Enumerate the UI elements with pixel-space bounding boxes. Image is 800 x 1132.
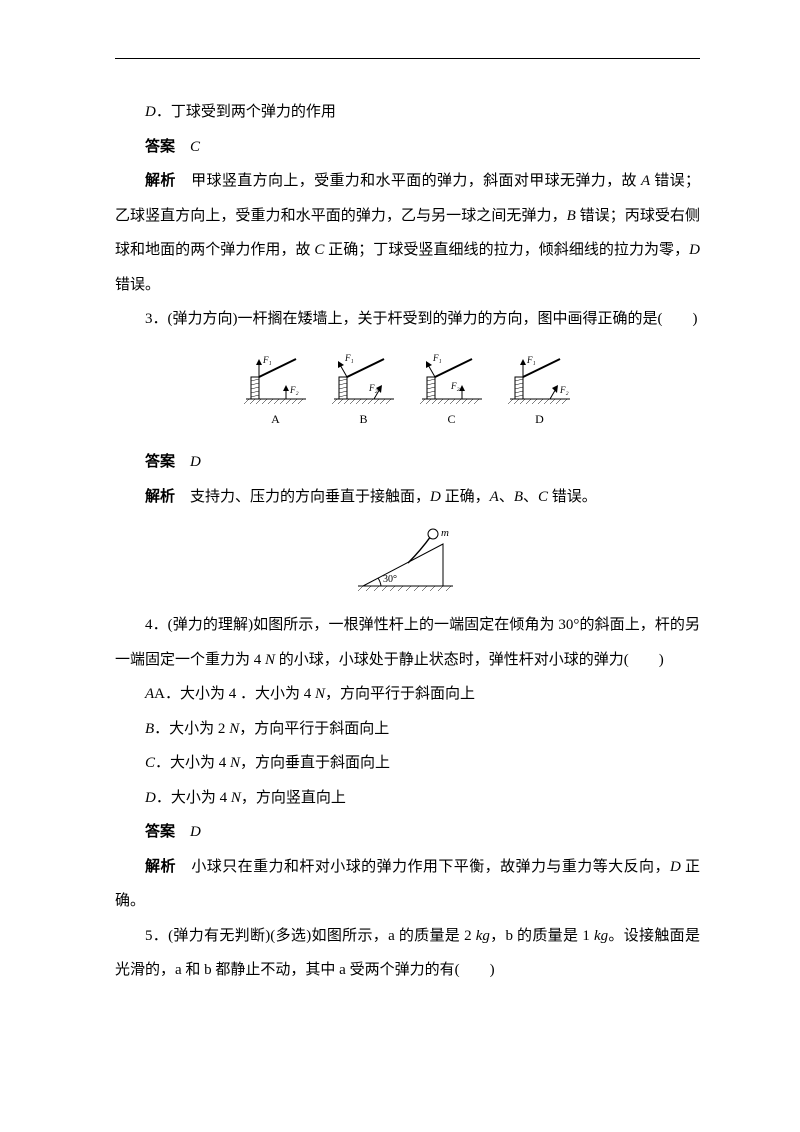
diagram-b: F₁ F₂ B	[329, 349, 399, 434]
diagram-a: F₁ F₂ A	[241, 349, 311, 434]
option-d-line: D．丁球受到两个弹力的作用	[115, 95, 700, 130]
svg-text:F₁: F₁	[262, 355, 272, 365]
q-text: ，b 的质量是 1	[490, 928, 594, 944]
svg-text:F₂: F₂	[559, 385, 569, 395]
option-ref: D	[689, 242, 700, 258]
figure-row-q3: F₁ F₂ A F₁ F₂ B	[115, 349, 700, 434]
exp-text: 、	[523, 489, 538, 505]
answer-3: 答案 D	[115, 445, 700, 480]
option-ref: B	[514, 489, 523, 505]
answer-label: 答案	[145, 824, 175, 840]
answer-2: 答案 C	[115, 130, 700, 165]
opt-text: ，方向平行于斜面向上	[325, 686, 475, 702]
option-ref: A	[490, 489, 499, 505]
option-ref: C	[538, 489, 548, 505]
diagram-label: A	[271, 406, 280, 434]
diagram-label: C	[447, 406, 455, 434]
option-ref: B	[567, 208, 576, 224]
exp-text: 错误。	[115, 277, 160, 293]
unit: N	[230, 755, 240, 771]
question-5: 5．(弹力有无判断)(多选)如图所示，a 的质量是 2 kg，b 的质量是 1 …	[115, 919, 700, 988]
unit: kg	[476, 928, 490, 944]
svg-text:F₂: F₂	[450, 381, 460, 391]
option-ref: A	[641, 173, 650, 189]
option-a: AA．大小为 4 A．大小为 4 ．大小为 4 N，方向平行于斜面向上	[115, 677, 700, 712]
q-text: 5．(弹力有无判断)(多选)如图所示，a 的质量是 2	[145, 928, 476, 944]
answer-value: C	[190, 139, 200, 155]
option-ref: C	[314, 242, 324, 258]
explanation-label: 解析	[145, 859, 176, 875]
option-d: D．大小为 4 N，方向竖直向上	[115, 781, 700, 816]
figure-q4: m 30°	[115, 526, 700, 596]
option-ref: D	[430, 489, 441, 505]
exp-text: 正确，	[441, 489, 490, 505]
exp-text: 错误。	[548, 489, 597, 505]
document-content: D．丁球受到两个弹力的作用 答案 C 解析 甲球竖直方向上，受重力和水平面的弹力…	[115, 60, 700, 988]
explanation-4: 解析 小球只在重力和杆对小球的弹力作用下平衡，故弹力与重力等大反向，D 正确。	[115, 850, 700, 919]
unit: N	[229, 721, 239, 737]
question-3: 3．(弹力方向)一杆搁在矮墙上，关于杆受到的弹力的方向，图中画得正确的是( )	[115, 302, 700, 337]
diagram-d: F₁ F₂ D	[505, 349, 575, 434]
explanation-3: 解析 支持力、压力的方向垂直于接触面，D 正确，A、B、C 错误。	[115, 480, 700, 515]
answer-value: D	[190, 824, 201, 840]
opt-text: ，方向平行于斜面向上	[239, 721, 389, 737]
svg-text:F₁: F₁	[344, 353, 354, 363]
exp-text: 、	[499, 489, 514, 505]
exp-text: 甲球竖直方向上，受重力和水平面的弹力，斜面对甲球无弹力，故	[191, 173, 641, 189]
answer-4: 答案 D	[115, 815, 700, 850]
exp-text: 正确；丁球受竖直细线的拉力，倾斜细线的拉力为零，	[324, 242, 689, 258]
unit: N	[231, 790, 241, 806]
diagram-label: B	[359, 406, 367, 434]
answer-value: D	[190, 454, 201, 470]
unit: N	[265, 652, 275, 668]
unit: N	[315, 686, 325, 702]
diagram-label: D	[535, 406, 544, 434]
opt-text: ，方向竖直向上	[241, 790, 346, 806]
answer-label: 答案	[145, 454, 175, 470]
svg-text:F₂: F₂	[368, 383, 378, 393]
answer-label: 答案	[145, 139, 175, 155]
option-b: B．大小为 2 N，方向平行于斜面向上	[115, 712, 700, 747]
exp-text: 支持力、压力的方向垂直于接触面，	[190, 489, 430, 505]
top-border-line	[115, 58, 700, 59]
q-text: 的小球，小球处于静止状态时，弹性杆对小球的弹力( )	[275, 652, 664, 668]
exp-text: 小球只在重力和杆对小球的弹力作用下平衡，故弹力与重力等大反向，	[191, 859, 670, 875]
question-4: 4．(弹力的理解)如图所示，一根弹性杆上的一端固定在倾角为 30°的斜面上，杆的…	[115, 608, 700, 677]
explanation-label: 解析	[145, 489, 175, 505]
option-ref: D	[670, 859, 681, 875]
svg-text:30°: 30°	[383, 574, 397, 585]
svg-text:m: m	[441, 527, 449, 539]
svg-text:F₂: F₂	[289, 385, 299, 395]
svg-text:F₁: F₁	[432, 353, 442, 363]
option-c: C．大小为 4 N，方向垂直于斜面向上	[115, 746, 700, 781]
explanation-label: 解析	[145, 173, 176, 189]
explanation-2: 解析 甲球竖直方向上，受重力和水平面的弹力，斜面对甲球无弹力，故 A 错误；乙球…	[115, 164, 700, 302]
svg-text:F₁: F₁	[526, 355, 536, 365]
opt-text: ，方向垂直于斜面向上	[240, 755, 390, 771]
diagram-c: F₁ F₂ C	[417, 349, 487, 434]
unit: kg	[594, 928, 608, 944]
